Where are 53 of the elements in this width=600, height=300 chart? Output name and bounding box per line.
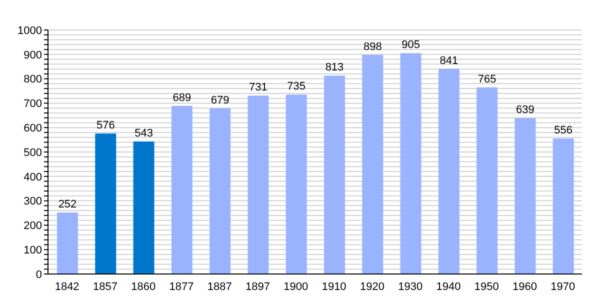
x-tick-label: 1930 xyxy=(398,280,423,293)
x-tick-label: 1842 xyxy=(54,280,80,293)
x-tick-label: 1970 xyxy=(550,280,576,293)
y-tick-label: 500 xyxy=(24,146,42,159)
y-tick-label: 0 xyxy=(36,268,42,281)
data-label: 556 xyxy=(554,124,573,136)
data-label: 252 xyxy=(58,198,77,211)
bar xyxy=(171,106,192,274)
data-label: 689 xyxy=(172,92,192,104)
bar xyxy=(514,118,536,274)
data-label: 898 xyxy=(363,40,382,53)
bar xyxy=(324,76,345,274)
x-tick-label: 1940 xyxy=(436,280,461,293)
bar xyxy=(476,87,498,274)
bar xyxy=(133,142,154,274)
y-tick-label: 100 xyxy=(24,244,42,257)
bar xyxy=(286,94,307,274)
data-label: 639 xyxy=(516,104,534,116)
x-tick-label: 1920 xyxy=(360,280,384,293)
x-tick-label: 1877 xyxy=(169,280,194,293)
y-tick-label: 400 xyxy=(24,171,42,184)
data-label: 841 xyxy=(440,54,458,67)
y-tick-label: 300 xyxy=(24,196,42,208)
x-tick-label: 1860 xyxy=(131,280,156,293)
x-tick-label: 1950 xyxy=(474,280,499,293)
y-tick-label: 600 xyxy=(24,122,42,135)
data-label: 576 xyxy=(96,119,115,132)
x-tick-label: 1900 xyxy=(284,280,308,293)
bar xyxy=(438,68,460,274)
x-tick-label: 1887 xyxy=(207,280,232,293)
y-tick-label: 1000 xyxy=(18,24,42,37)
bar xyxy=(57,212,78,274)
bar xyxy=(95,133,116,274)
bar xyxy=(210,108,231,274)
bar xyxy=(362,54,384,274)
x-tick-label: 1960 xyxy=(512,280,538,293)
x-tick-label: 1897 xyxy=(246,280,270,293)
bar xyxy=(552,138,574,274)
data-label: 679 xyxy=(210,94,230,106)
x-tick-label: 1857 xyxy=(92,280,118,293)
data-label: 765 xyxy=(478,73,496,86)
y-tick-label: 200 xyxy=(24,220,42,232)
data-label: 813 xyxy=(325,62,344,74)
y-tick-label: 700 xyxy=(24,98,42,110)
bar xyxy=(248,96,269,274)
data-label: 543 xyxy=(134,128,153,140)
x-tick-label: 1910 xyxy=(322,280,346,293)
data-label: 905 xyxy=(402,39,420,52)
bar xyxy=(400,53,422,274)
data-label: 735 xyxy=(287,80,306,93)
data-label: 731 xyxy=(249,82,268,94)
y-tick-label: 900 xyxy=(24,49,42,62)
y-tick-label: 800 xyxy=(24,74,42,86)
